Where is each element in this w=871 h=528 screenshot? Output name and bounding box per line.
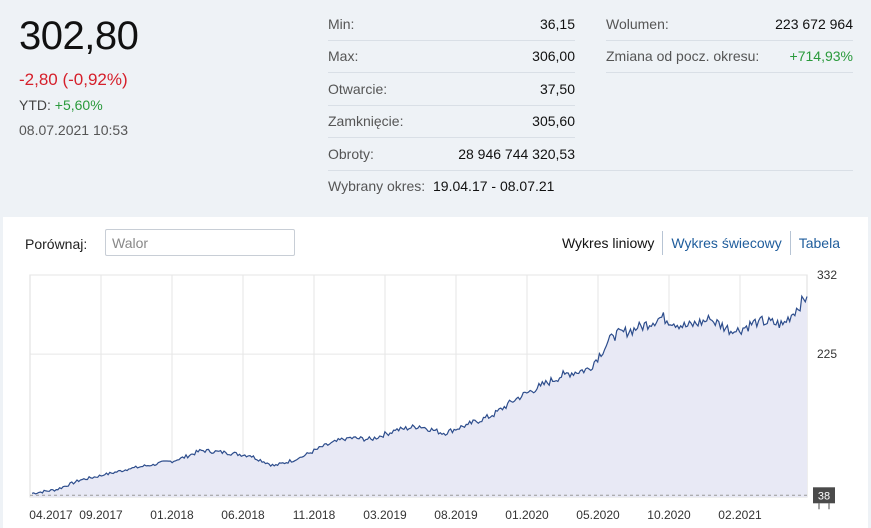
selected-range: Wybrany okres: 19.04.17 - 08.07.21 (328, 178, 554, 194)
ytd-indicator: YTD: +5,60% (19, 97, 103, 113)
ytd-value: +5,60% (54, 97, 103, 113)
tab-line-chart[interactable]: Wykres liniowy (561, 235, 655, 251)
stat-label: Otwarcie: (328, 80, 388, 97)
stat-period-change: Zmiana od pocz. okresu: +714,93% (606, 41, 853, 73)
last-value-label: 38 (818, 490, 830, 502)
y-axis-labels: 225 332 (817, 268, 837, 361)
ytd-label: YTD: (19, 97, 51, 113)
stat-value: 28 946 744 320,53 (458, 146, 575, 163)
chart-type-tabs: Wykres liniowy Wykres świecowy Tabela (554, 231, 848, 255)
stat-label: Wolumen: (606, 15, 669, 32)
range-label: Wybrany okres: (328, 178, 426, 194)
stat-value: 37,50 (539, 80, 575, 97)
stat-label: Zmiana od pocz. okresu: (606, 48, 760, 65)
chart-price-line (31, 294, 808, 495)
stat-value: 36,15 (539, 15, 575, 32)
x-tick-label: 04.2017 (29, 508, 73, 522)
x-tick-label: 01.2020 (505, 508, 549, 522)
stat-max: Max: 306,00 (328, 41, 575, 73)
last-value-box (813, 487, 835, 504)
current-price: 302,80 (19, 14, 139, 58)
quote-timestamp: 08.07.2021 10:53 (19, 122, 128, 138)
stat-volume: Wolumen: 223 672 964 (606, 8, 853, 41)
stat-value: +714,93% (789, 48, 853, 65)
range-value: 19.04.17 - 08.07.21 (433, 178, 555, 194)
y-tick-label: 332 (817, 268, 837, 282)
stat-label: Min: (328, 15, 355, 32)
y-tick-label: 225 (817, 347, 837, 361)
x-tick-label: 08.2019 (434, 508, 478, 522)
x-tick-label: 02.2021 (718, 508, 762, 522)
stat-turnover: Obroty: 28 946 744 320,53 (328, 138, 575, 171)
tab-candlestick-chart[interactable]: Wykres świecowy (662, 231, 789, 255)
x-tick-label: 10.2020 (647, 508, 691, 522)
stat-value: 305,60 (532, 113, 575, 130)
x-tick-label: 05.2020 (576, 508, 620, 522)
stat-min: Min: 36,15 (328, 8, 575, 41)
x-axis-labels: 04.2017 09.2017 01.2018 06.2018 11.2018 03.20… (29, 508, 762, 522)
divider (328, 170, 853, 171)
stat-value: 306,00 (532, 48, 575, 65)
chart-card: Porównaj: Wykres liniowy Wykres świecowy… (3, 217, 868, 528)
price-change: -2,80 (-0,92%) (19, 70, 128, 89)
stat-label: Obroty: (328, 146, 374, 163)
stats-left: Min: 36,15 Max: 306,00 Otwarcie: 37,50 Z… (328, 8, 575, 171)
stat-open: Otwarcie: 37,50 (328, 73, 575, 106)
x-tick-label: 09.2017 (79, 508, 123, 522)
last-value-badge: 38 (813, 487, 835, 510)
tab-table[interactable]: Tabela (789, 231, 848, 255)
x-tick-label: 03.2019 (363, 508, 407, 522)
stats-right: Wolumen: 223 672 964 Zmiana od pocz. okr… (606, 8, 853, 73)
x-tick-label: 01.2018 (150, 508, 194, 522)
x-tick-label: 06.2018 (221, 508, 265, 522)
chart-area-fill (32, 296, 807, 497)
stat-label: Max: (328, 48, 359, 65)
stat-close: Zamknięcie: 305,60 (328, 106, 575, 138)
stat-label: Zamknięcie: (328, 113, 404, 130)
x-tick-label: 11.2018 (293, 508, 336, 522)
compare-label: Porównaj: (25, 236, 88, 252)
compare-input[interactable] (105, 229, 295, 256)
price-chart[interactable]: 04.2017 09.2017 01.2018 06.2018 11.2018 03.20… (3, 217, 868, 528)
stat-value: 223 672 964 (775, 15, 853, 32)
